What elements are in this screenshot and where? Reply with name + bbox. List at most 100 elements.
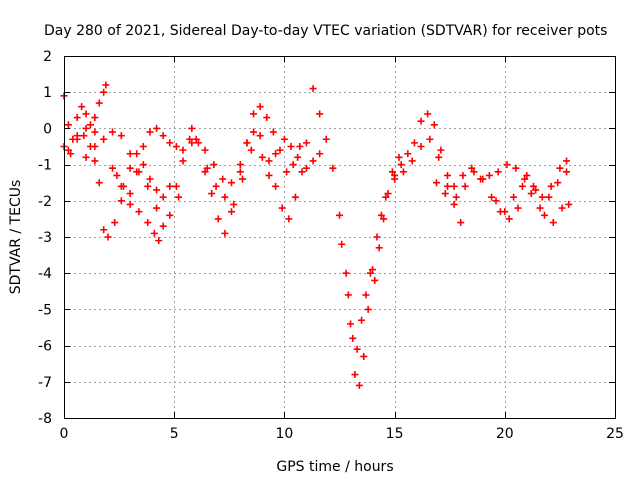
- data-point: [263, 114, 271, 122]
- data-layer: [60, 81, 573, 389]
- data-point: [67, 150, 75, 158]
- data-point: [360, 352, 368, 360]
- data-point: [144, 219, 152, 227]
- data-point: [100, 226, 108, 234]
- data-point: [104, 233, 112, 241]
- data-point: [139, 161, 147, 169]
- data-point: [521, 175, 529, 183]
- satellite-track-13: [432, 157, 571, 201]
- data-point: [388, 168, 396, 176]
- data-point: [272, 182, 280, 190]
- data-point: [91, 157, 99, 165]
- satellite-track-5: [113, 150, 183, 201]
- data-point: [159, 222, 167, 230]
- data-point: [322, 135, 330, 143]
- data-point: [228, 208, 236, 216]
- data-point: [82, 153, 90, 161]
- data-point: [373, 233, 381, 241]
- data-point: [214, 215, 222, 223]
- data-point: [100, 135, 108, 143]
- data-point: [529, 182, 537, 190]
- data-point: [210, 161, 218, 169]
- data-point: [278, 204, 286, 212]
- data-point: [159, 193, 167, 201]
- data-point: [201, 146, 209, 154]
- data-point: [186, 135, 194, 143]
- data-point: [166, 211, 174, 219]
- y-tick-label: -2: [38, 194, 52, 210]
- data-point: [236, 168, 244, 176]
- data-point: [179, 157, 187, 165]
- data-point: [382, 193, 390, 201]
- data-point: [276, 146, 284, 154]
- data-point: [296, 143, 304, 150]
- data-point: [424, 110, 432, 118]
- data-point: [172, 143, 180, 150]
- data-point: [362, 291, 370, 299]
- data-point: [518, 182, 526, 190]
- y-tick-label: -3: [38, 230, 52, 246]
- data-point: [512, 164, 520, 172]
- data-point: [95, 179, 103, 187]
- data-point: [166, 182, 174, 190]
- data-point: [294, 153, 302, 161]
- data-point: [265, 171, 273, 179]
- data-point: [503, 161, 511, 169]
- data-point: [347, 320, 355, 328]
- data-point: [221, 193, 229, 201]
- data-point: [102, 81, 110, 89]
- data-point: [203, 164, 211, 172]
- data-point: [73, 114, 81, 122]
- data-point: [353, 345, 361, 353]
- data-point: [243, 139, 251, 147]
- x-tick-label: 20: [496, 426, 514, 442]
- data-point: [95, 99, 103, 107]
- data-point: [514, 204, 522, 212]
- data-point: [166, 139, 174, 147]
- data-point: [558, 204, 566, 212]
- data-point: [86, 121, 94, 129]
- data-point: [384, 190, 392, 198]
- satellite-track-9: [309, 85, 403, 389]
- y-tick-label: -5: [38, 302, 52, 318]
- data-point: [283, 168, 291, 176]
- data-point: [468, 164, 476, 172]
- data-point: [289, 161, 297, 169]
- data-point: [532, 186, 540, 194]
- data-point: [492, 197, 500, 205]
- data-point: [563, 157, 571, 165]
- data-point: [457, 219, 465, 227]
- data-point: [298, 168, 306, 176]
- satellite-track-10: [338, 175, 399, 353]
- x-axis-label: GPS time / hours: [276, 459, 393, 475]
- tick-layer: 0 5 10 15 20 25 -8 -7 -6 -5 -4 -3 -2 -1 0 1 2: [38, 49, 624, 442]
- data-point: [256, 103, 264, 111]
- data-point: [375, 244, 383, 252]
- data-point: [336, 211, 343, 219]
- data-point: [399, 168, 407, 176]
- data-point: [108, 164, 116, 172]
- data-point: [459, 171, 467, 179]
- data-point: [563, 168, 571, 176]
- x-tick-label: 15: [386, 426, 404, 442]
- data-point: [397, 161, 405, 169]
- data-point: [437, 146, 445, 154]
- data-point: [527, 190, 535, 198]
- data-point: [144, 182, 152, 190]
- data-point: [80, 132, 88, 140]
- data-point: [302, 139, 310, 147]
- data-point: [188, 139, 196, 147]
- data-point: [280, 135, 288, 143]
- y-tick-label: -4: [38, 266, 52, 282]
- data-point: [133, 168, 141, 176]
- y-tick-label: -1: [38, 158, 52, 174]
- satellite-track-11: [391, 110, 465, 227]
- data-point: [391, 171, 399, 179]
- data-point: [470, 168, 478, 176]
- data-point: [494, 168, 502, 176]
- data-point: [291, 193, 299, 201]
- data-point: [565, 200, 573, 208]
- data-point: [113, 171, 121, 179]
- data-point: [269, 128, 277, 136]
- data-point: [192, 135, 200, 143]
